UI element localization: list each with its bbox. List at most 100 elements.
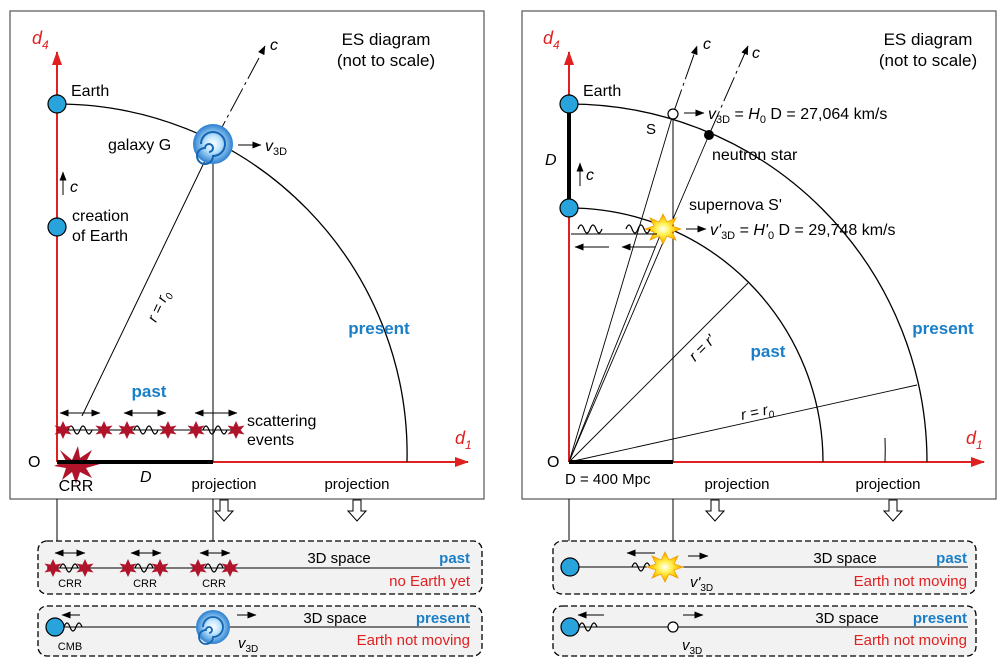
left-box-past-note: no Earth yet (389, 573, 471, 590)
right-d1-label: d1 (966, 428, 983, 452)
right-box-present-velocity: v3D (682, 637, 702, 657)
left-box-present-era: present (416, 610, 470, 627)
left-projection-arrow-1 (213, 499, 235, 522)
right-box-supernova-icon (645, 551, 685, 583)
right-v-eq-2: v'3D = H'0 D = 29,748 km/s (710, 222, 895, 242)
left-projection-arrow-2 (346, 499, 368, 522)
right-box-past-velocity: v'3D (690, 574, 713, 594)
right-origin-label: O (547, 454, 559, 471)
right-box-present-space: 3D space (815, 610, 878, 627)
left-box-present-note: Earth not moving (357, 632, 470, 649)
left-d-label: D (140, 469, 152, 486)
left-box-velocity: v3D (238, 635, 258, 655)
right-box-present-era: present (913, 610, 967, 627)
left-box-past-crr-3: CRR (202, 578, 226, 590)
left-d1-label: d1 (455, 428, 472, 452)
right-projection-1: projection (704, 476, 769, 493)
right-box-present-earth-node (560, 617, 580, 637)
right-past-label: past (751, 342, 786, 361)
right-supernova-label: supernova S' (689, 197, 782, 214)
left-box-present-space: 3D space (303, 610, 366, 627)
right-past-arc (568, 207, 824, 463)
left-present-label: present (348, 319, 410, 338)
left-origin-label: O (28, 454, 40, 471)
right-d4-label: d4 (543, 28, 560, 52)
left-crr-burst-icon (54, 446, 100, 484)
right-supernova-icon (643, 213, 683, 245)
left-ray-arrow (258, 45, 266, 56)
left-earth-label: Earth (71, 83, 109, 100)
right-c-ray-1-label: c (703, 36, 711, 53)
right-box-past-note: Earth not moving (854, 573, 967, 590)
right-distance-label: D = 400 Mpc (565, 471, 651, 488)
left-box-past-crr-2: CRR (133, 578, 157, 590)
left-scattering-label-1: scattering (247, 413, 316, 430)
right-title-line2: (not to scale) (879, 51, 977, 70)
galaxy-g-icon (193, 124, 233, 165)
left-box-earth-node (45, 617, 65, 637)
left-earth-node (47, 94, 67, 114)
left-box-past-crr-1: CRR (58, 578, 82, 590)
right-ray-to-s (568, 113, 674, 463)
left-box-past: CRR CRR CRR 3D space past no Earth yet (37, 540, 483, 595)
left-ray-c: c (270, 37, 278, 54)
left-c-label: c (70, 179, 78, 196)
left-galaxy-label: galaxy G (108, 137, 171, 154)
left-projection-2: projection (324, 476, 389, 493)
right-earth-past-node (559, 198, 579, 218)
left-creation-node (47, 217, 67, 237)
right-earth-label: Earth (583, 83, 621, 100)
right-radius-zero-line (568, 384, 918, 463)
right-c-ray-2-label: c (752, 45, 760, 62)
right-box-past-era: past (936, 550, 967, 567)
right-radius-prime-line (568, 282, 749, 463)
right-s-label: S (646, 121, 656, 138)
right-box-s-node (667, 621, 679, 633)
right-projection-2: projection (855, 476, 920, 493)
right-ray-to-s-prime (568, 227, 664, 463)
right-c-label: c (586, 167, 594, 184)
left-box-present: CMB v3D 3D space present Earth not movin… (37, 605, 483, 657)
right-radius-zero-label: r = r0 (739, 400, 776, 426)
right-present-label: present (912, 319, 974, 338)
left-title-line2: (not to scale) (337, 51, 435, 70)
right-light-waves (577, 224, 651, 234)
left-radius-line (81, 143, 214, 417)
left-crr-label: CRR (59, 478, 94, 495)
right-title-line1: ES diagram (884, 30, 973, 49)
left-box-galaxy-icon (196, 610, 230, 645)
right-panel-frame (521, 10, 997, 500)
right-c-ray-2 (708, 45, 749, 136)
left-box-cmb: CMB (58, 641, 82, 653)
left-scatter-waves (67, 425, 228, 435)
left-d4-label: d4 (32, 28, 49, 52)
left-creation-label-1: creation (72, 208, 129, 225)
right-box-past-space: 3D space (813, 550, 876, 567)
left-title-line1: ES diagram (342, 30, 431, 49)
right-ray-to-neutron (568, 134, 710, 463)
right-panel: ES diagram (not to scale) d4 d1 O presen… (521, 10, 997, 657)
left-galaxy-velocity: v3D (265, 138, 287, 158)
left-box-past-space: 3D space (307, 550, 370, 567)
left-present-arc (56, 103, 408, 463)
right-box-past: v'3D 3D space past Earth not moving (552, 540, 977, 595)
left-projection-1: projection (191, 476, 256, 493)
right-box-past-earth-node (560, 557, 580, 577)
right-d-label: D (545, 152, 557, 169)
right-v-eq-1: v3D = H0 D = 27,064 km/s (708, 106, 887, 126)
right-c-ray-1 (672, 45, 698, 115)
right-neutron-star-node (704, 130, 714, 140)
left-past-label: past (132, 382, 167, 401)
right-projection-arrow-2 (882, 499, 904, 522)
right-earth-node (559, 94, 579, 114)
left-creation-label-2: of Earth (72, 228, 128, 245)
left-box-past-era: past (439, 550, 470, 567)
right-box-present-note: Earth not moving (854, 632, 967, 649)
left-panel: ES diagram (not to scale) d4 d1 O presen… (9, 10, 485, 657)
right-neutron-label: neutron star (712, 147, 798, 164)
right-present-arc (568, 103, 928, 463)
left-scattering-label-2: events (247, 432, 294, 449)
right-box-present: v3D 3D space present Earth not moving (552, 605, 977, 657)
right-s-node (667, 108, 679, 120)
